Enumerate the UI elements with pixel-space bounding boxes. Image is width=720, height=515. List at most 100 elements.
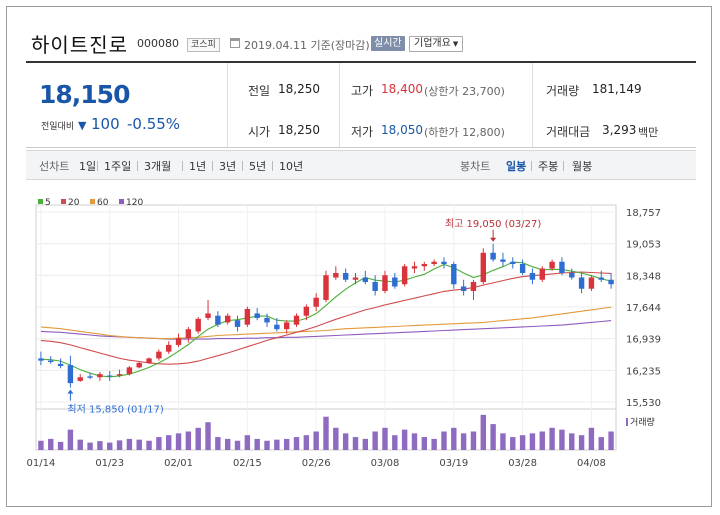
candle-body (431, 261, 437, 265)
divider (532, 63, 533, 147)
candle-body (166, 344, 172, 352)
low-value: 18,050 (381, 123, 423, 137)
tab-5y[interactable]: 5년 (249, 160, 267, 173)
divider (339, 63, 340, 147)
high-label: 고가 (351, 84, 374, 98)
down-arrow-icon: ▼ (78, 119, 87, 132)
candle-body (578, 277, 585, 289)
tab-monthly[interactable]: 월봉 (572, 160, 593, 173)
candle-body (283, 322, 290, 330)
calendar-icon (230, 38, 240, 48)
x-tick-label: 01/14 (27, 458, 56, 469)
candle-body (107, 375, 113, 377)
y-tick-label: 19,053 (626, 240, 661, 251)
volume-bar (608, 431, 614, 450)
candle-body (97, 374, 103, 378)
company-info-label: 기업개요 (414, 38, 451, 49)
candle-body (185, 329, 192, 339)
high-marker-arrow (490, 237, 497, 242)
candle-body (421, 264, 428, 267)
volume-bar (431, 438, 437, 450)
market-badge: 코스피 (187, 38, 220, 52)
x-tick-label: 03/19 (439, 458, 468, 469)
stock-code: 000080 (137, 37, 179, 50)
volume-bar (401, 429, 408, 450)
candle-body (195, 318, 201, 332)
x-tick-label: 02/26 (302, 458, 331, 469)
candle-body (569, 272, 575, 278)
volume-bar (97, 441, 103, 450)
candle-body (588, 277, 595, 289)
price-date: 2019.04.11 기준(장마감) (244, 39, 370, 52)
volume-bar (421, 437, 428, 450)
volume-bar (539, 431, 545, 450)
candle-body (116, 374, 123, 376)
x-tick-label: 02/15 (233, 458, 262, 469)
legend-swatch (61, 199, 66, 204)
candle-body (510, 261, 516, 265)
candle-body (500, 259, 506, 262)
candle-body (67, 365, 74, 384)
tab-separator (531, 161, 532, 171)
candle-body (215, 315, 221, 325)
volume-bar (451, 427, 457, 450)
volume-bar (77, 439, 83, 450)
current-price: 18,150 (39, 80, 130, 109)
volume-label: 거래량 (546, 84, 580, 98)
volume-bar (392, 435, 398, 450)
y-tick-label: 17,644 (626, 303, 661, 314)
change-value: 100 (91, 115, 120, 133)
volume-bar (48, 438, 54, 450)
company-info-dropdown[interactable]: 기업개요 ▼ (409, 36, 464, 52)
volume-bar (107, 442, 113, 450)
realtime-button[interactable]: 실시간 (371, 36, 405, 51)
candle-body (352, 277, 359, 280)
ma5-line (40, 261, 612, 378)
volume-bar (185, 431, 192, 450)
volume-legend-swatch (626, 418, 628, 426)
volume-bar (303, 435, 310, 450)
candle-body (539, 268, 545, 280)
stock-widget: 하이트진로 000080 코스피 2019.04.11 기준(장마감) 실시간 … (26, 25, 696, 495)
chevron-down-icon: ▼ (452, 40, 459, 48)
tab-weekly[interactable]: 주봉 (538, 160, 559, 173)
legend-label: 20 (68, 198, 80, 208)
volume-bar (569, 433, 575, 450)
candle-body (401, 266, 408, 285)
chart-tabs: 선차트 1일 1주일 3개월 1년 3년 5년 10년 봉차트 일봉 주봉 월봉 (26, 150, 696, 180)
upper-limit: (상한가 23,700) (424, 85, 505, 98)
volume-bar (234, 440, 241, 450)
tab-3m[interactable]: 3개월 (144, 160, 172, 173)
tab-3y[interactable]: 3년 (219, 160, 237, 173)
volume-bar (175, 433, 182, 450)
volume-bar (578, 435, 585, 450)
volume-bar (264, 440, 270, 450)
tab-daily[interactable]: 일봉 (506, 160, 527, 173)
legend-swatch (119, 199, 124, 204)
y-tick-label: 15,530 (626, 398, 661, 409)
tab-separator (272, 161, 273, 171)
tab-10y[interactable]: 10년 (279, 160, 304, 173)
y-tick-label: 18,757 (626, 208, 661, 219)
price-summary: 18,150 전일대비 ▼ 100 -0.55% 전일 18,250 시가 18… (26, 63, 696, 148)
tab-1d[interactable]: 1일 (79, 160, 97, 173)
volume-bar (549, 427, 555, 450)
tab-1y[interactable]: 1년 (189, 160, 207, 173)
prev-close-value: 18,250 (278, 82, 320, 96)
divider (227, 63, 228, 147)
volume-bar (480, 414, 486, 450)
volume-legend-label: 거래량 (630, 416, 655, 428)
volume-bar (529, 433, 536, 450)
volume-bar (470, 431, 477, 450)
tab-separator (182, 161, 183, 171)
tab-separator (137, 161, 138, 171)
tab-separator (212, 161, 213, 171)
volume-bar (333, 427, 339, 450)
volume-bar (215, 437, 221, 450)
tab-1w[interactable]: 1주일 (104, 160, 132, 173)
volume-bar (598, 437, 604, 450)
candle-body (156, 351, 162, 359)
stock-widget-frame: 하이트진로 000080 코스피 2019.04.11 기준(장마감) 실시간 … (6, 6, 712, 507)
x-tick-label: 04/08 (577, 458, 606, 469)
price-chart-area: 18,757 19,053 18,348 17,644 16,939 16,235 15,5… (26, 185, 696, 495)
